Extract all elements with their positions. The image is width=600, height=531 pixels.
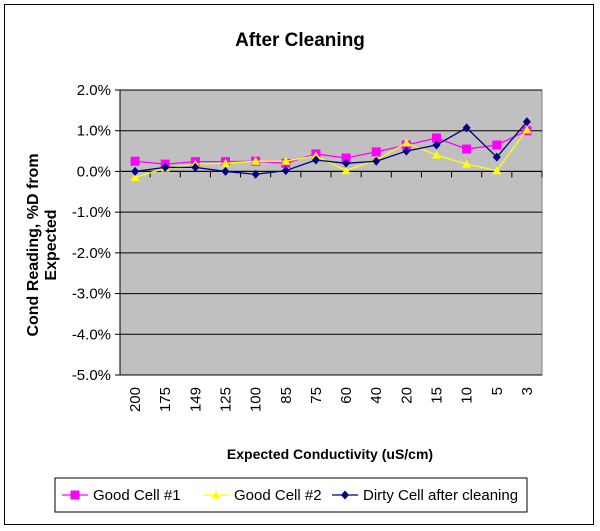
- data-point: [371, 147, 381, 157]
- data-point: [492, 152, 501, 162]
- data-point: [462, 144, 472, 154]
- x-tick-label: 175: [157, 387, 174, 412]
- data-point: [401, 138, 411, 147]
- data-point: [341, 153, 351, 163]
- data-point: [432, 133, 441, 143]
- data-point: [191, 162, 200, 172]
- y-tick-label: -1.0%: [72, 204, 111, 221]
- data-point: [522, 117, 531, 127]
- data-point: [221, 166, 230, 176]
- x-tick-label: 200: [127, 387, 144, 412]
- x-tick-label: 60: [338, 387, 355, 404]
- chart-title: After Cleaning: [235, 30, 365, 51]
- x-tick-label: 75: [308, 387, 325, 404]
- x-tick-label: 3: [519, 387, 536, 395]
- y-axis-label-line1: Cond Reading, %D from: [25, 153, 42, 336]
- y-tick-label: -5.0%: [72, 367, 111, 384]
- data-point: [372, 156, 381, 166]
- data-point: [281, 166, 290, 176]
- legend-marker: [211, 490, 221, 499]
- x-tick-label: 149: [187, 387, 204, 412]
- data-point: [432, 140, 441, 150]
- plot-area: [119, 89, 543, 376]
- x-tick-label: 5: [489, 387, 506, 395]
- data-point: [341, 166, 351, 175]
- y-tick-label: -4.0%: [72, 326, 111, 343]
- series-line: [135, 130, 528, 165]
- series-line: [134, 129, 528, 179]
- data-point: [462, 123, 471, 133]
- x-axis-label: Expected Conductivity (uS/cm): [227, 446, 433, 462]
- data-point: [432, 150, 441, 159]
- gridlines: [120, 89, 542, 376]
- x-tick-labels: 200 175 149 125 100 85 75 60 40 20 15 10 5 3: [127, 387, 536, 412]
- x-tick-label: 85: [278, 387, 295, 404]
- y-tick-label: -3.0%: [72, 286, 111, 303]
- x-tick-label: 40: [368, 387, 385, 404]
- data-point: [492, 166, 502, 175]
- y-tick-label: 0.0%: [77, 163, 111, 180]
- data-point: [402, 146, 411, 156]
- data-point: [130, 173, 140, 182]
- x-tick-label: 100: [248, 387, 265, 412]
- data-point: [311, 151, 321, 160]
- data-point: [522, 125, 532, 134]
- legend-box: [54, 477, 528, 513]
- x-tick-label: 20: [398, 387, 415, 404]
- series-layer: [130, 117, 532, 182]
- data-point: [130, 156, 140, 166]
- legend-marker: [341, 490, 349, 500]
- x-tick-label: 10: [459, 387, 476, 404]
- data-point: [281, 156, 291, 165]
- y-tick-labels: 2.0% 1.0% 0.0% -1.0% -2.0% -3.0% -4.0% -5.0%: [72, 82, 111, 384]
- x-tick-label: 125: [218, 387, 235, 412]
- legend: Good Cell #1 Good Cell #2 Dirty Cell after…: [54, 477, 528, 513]
- y-tick-label: 1.0%: [77, 123, 111, 140]
- legend-marker: [70, 490, 80, 500]
- data-point: [251, 169, 260, 179]
- data-point: [342, 158, 351, 168]
- legend-label: Good Cell #2: [234, 487, 322, 504]
- y-axis-label-line2: Expected: [43, 209, 60, 280]
- legend-label: Good Cell #1: [93, 487, 181, 504]
- data-point: [131, 166, 140, 176]
- data-point: [251, 156, 261, 165]
- series-line: [134, 121, 528, 175]
- y-tick-label: 2.0%: [77, 82, 111, 99]
- axes: [115, 89, 543, 376]
- data-point: [311, 155, 320, 165]
- y-tick-label: -2.0%: [72, 245, 111, 262]
- data-point: [462, 159, 472, 168]
- legend-label: Dirty Cell after cleaning: [363, 487, 518, 504]
- data-point: [161, 162, 170, 172]
- x-tick-label: 15: [429, 387, 446, 404]
- data-point: [492, 140, 502, 150]
- data-point: [221, 158, 230, 167]
- series-3: [131, 117, 531, 179]
